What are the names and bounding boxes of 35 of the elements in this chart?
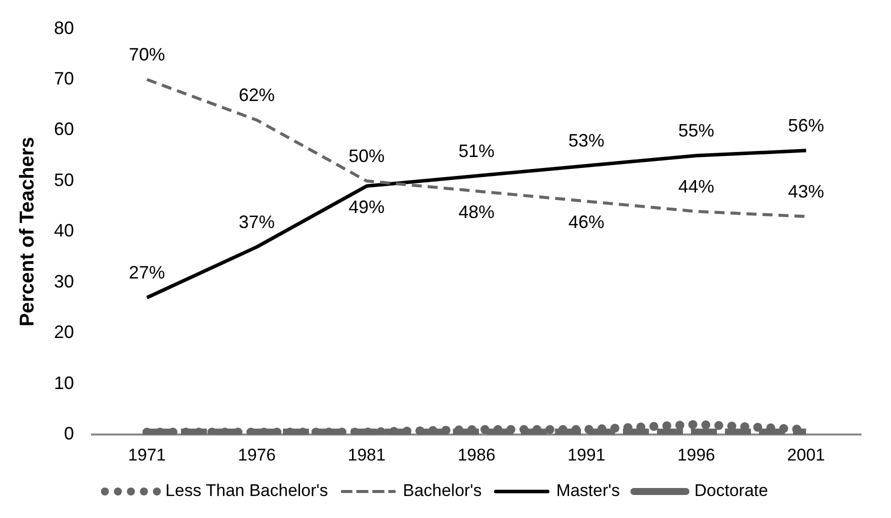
y-tick-label: 70 — [54, 68, 74, 88]
legend-label: Master's — [556, 481, 620, 500]
y-tick-label: 40 — [54, 220, 74, 241]
y-tick-label: 60 — [54, 119, 74, 140]
data-label: 56% — [788, 116, 824, 136]
x-tick-label: 1996 — [677, 445, 716, 464]
y-tick-label: 0 — [64, 424, 74, 444]
legend-label: Less Than Bachelor's — [165, 481, 328, 500]
y-tick-label: 30 — [54, 271, 74, 292]
y-tick-label: 50 — [54, 170, 74, 190]
data-label: 27% — [128, 262, 165, 283]
data-label: 53% — [568, 130, 604, 151]
legend-label: Bachelor's — [402, 481, 482, 500]
data-label: 49% — [348, 197, 385, 218]
data-label: 55% — [678, 120, 714, 141]
data-label: 51% — [458, 140, 495, 161]
data-label: 70% — [128, 44, 165, 64]
x-tick-label: 1971 — [128, 445, 166, 464]
y-tick-label: 10 — [54, 372, 74, 393]
x-tick-label: 2001 — [787, 445, 825, 464]
data-label: 62% — [238, 85, 275, 106]
legend-label: Doctorate — [694, 481, 768, 500]
data-label: 37% — [238, 212, 275, 232]
x-tick-label: 1991 — [567, 445, 606, 464]
y-tick-label: 20 — [54, 322, 74, 342]
data-label: 50% — [348, 146, 385, 166]
data-label: 43% — [788, 181, 824, 202]
data-label: 44% — [678, 176, 714, 196]
y-tick-label: 80 — [54, 18, 74, 38]
x-tick-label: 1976 — [238, 445, 276, 464]
x-tick-label: 1981 — [348, 445, 386, 464]
data-label: 48% — [458, 202, 495, 222]
data-label: 46% — [568, 212, 604, 232]
x-tick-label: 1986 — [458, 445, 496, 464]
y-axis-title: Percent of Teachers — [16, 136, 39, 327]
